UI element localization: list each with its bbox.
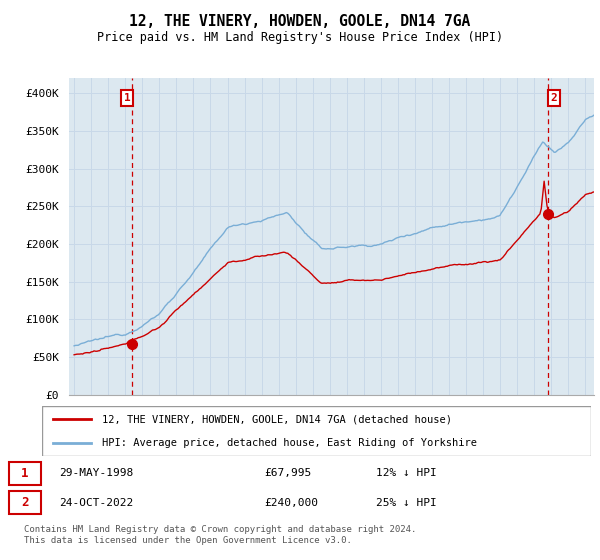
Text: 2: 2 bbox=[21, 496, 29, 509]
FancyBboxPatch shape bbox=[9, 461, 41, 485]
Text: Contains HM Land Registry data © Crown copyright and database right 2024.
This d: Contains HM Land Registry data © Crown c… bbox=[24, 525, 416, 545]
Text: £240,000: £240,000 bbox=[265, 498, 319, 508]
Text: 29-MAY-1998: 29-MAY-1998 bbox=[59, 468, 133, 478]
Text: 2: 2 bbox=[551, 93, 557, 103]
Text: 12, THE VINERY, HOWDEN, GOOLE, DN14 7GA: 12, THE VINERY, HOWDEN, GOOLE, DN14 7GA bbox=[130, 14, 470, 29]
Text: HPI: Average price, detached house, East Riding of Yorkshire: HPI: Average price, detached house, East… bbox=[103, 438, 478, 449]
FancyBboxPatch shape bbox=[9, 491, 41, 515]
Text: 1: 1 bbox=[21, 467, 29, 480]
Text: 24-OCT-2022: 24-OCT-2022 bbox=[59, 498, 133, 508]
Text: 12, THE VINERY, HOWDEN, GOOLE, DN14 7GA (detached house): 12, THE VINERY, HOWDEN, GOOLE, DN14 7GA … bbox=[103, 414, 452, 424]
Text: 12% ↓ HPI: 12% ↓ HPI bbox=[376, 468, 437, 478]
Text: Price paid vs. HM Land Registry's House Price Index (HPI): Price paid vs. HM Land Registry's House … bbox=[97, 31, 503, 44]
Text: 25% ↓ HPI: 25% ↓ HPI bbox=[376, 498, 437, 508]
Text: £67,995: £67,995 bbox=[265, 468, 312, 478]
Text: 1: 1 bbox=[124, 93, 130, 103]
FancyBboxPatch shape bbox=[42, 406, 591, 456]
